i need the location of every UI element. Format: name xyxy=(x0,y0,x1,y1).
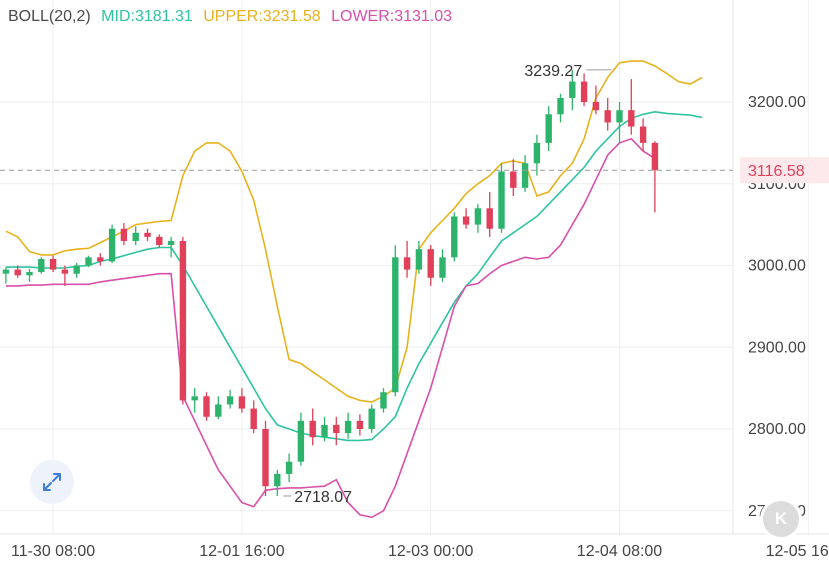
candle-body xyxy=(368,408,375,429)
k-logo-button[interactable]: K xyxy=(760,498,802,540)
y-tick-label: 2800.00 xyxy=(748,421,806,438)
candle-body xyxy=(333,424,340,434)
x-tick-label: 12-04 08:00 xyxy=(577,543,663,560)
candle-body xyxy=(569,81,576,98)
candle-body xyxy=(498,171,505,229)
candle-body xyxy=(356,420,364,429)
candle-body xyxy=(274,473,281,487)
candle-body xyxy=(533,142,541,164)
k-label: K xyxy=(774,509,788,528)
candle-body xyxy=(628,110,635,127)
candle-body xyxy=(191,396,198,401)
candle-body xyxy=(285,461,293,474)
x-tick-label: 11-30 08:00 xyxy=(11,543,95,560)
candle-body xyxy=(2,269,10,274)
candle-body xyxy=(403,257,411,270)
candle-body xyxy=(14,269,21,276)
candle-body xyxy=(203,396,210,417)
candle-body xyxy=(85,257,92,266)
candle-body xyxy=(639,126,647,143)
candle-body xyxy=(592,102,600,111)
candle-body xyxy=(167,240,175,246)
candle-body xyxy=(451,216,458,258)
legend-mid-value: MID:3181.31 xyxy=(101,8,193,25)
candle-body xyxy=(486,208,493,229)
legend-indicator-name: BOLL(20,2) xyxy=(8,8,91,25)
candle-body xyxy=(521,163,529,188)
candle-body xyxy=(26,272,33,276)
last-price-label: 3116.58 xyxy=(748,163,805,180)
candle-body xyxy=(73,265,80,274)
candle-body xyxy=(179,240,187,401)
candle-body xyxy=(108,228,116,262)
candle-body xyxy=(144,232,151,237)
candle-body xyxy=(38,258,45,273)
candle-body xyxy=(49,258,57,270)
candle-body xyxy=(510,171,517,188)
candle-body xyxy=(392,257,399,393)
bollinger-legend: BOLL(20,2) MID:3181.31 UPPER:3231.58 LOW… xyxy=(8,8,458,26)
high-marker-label: 3239.27 xyxy=(524,63,582,80)
candle-body xyxy=(344,420,352,434)
candle-body xyxy=(474,208,482,225)
candle-body xyxy=(427,249,434,278)
candle-body xyxy=(545,114,552,143)
candle-body xyxy=(97,257,104,262)
candle-body xyxy=(297,420,305,462)
candle-body xyxy=(462,216,470,225)
low-marker-label: 2718.07 xyxy=(294,489,352,506)
candle-body xyxy=(415,249,423,270)
candle-body xyxy=(651,142,659,171)
legend-lower-value: LOWER:3131.03 xyxy=(331,8,453,25)
candle-body xyxy=(580,81,588,102)
candle-body xyxy=(226,396,234,405)
boll-mid-line xyxy=(5,110,703,442)
candle-body xyxy=(132,232,139,241)
candle-body xyxy=(557,97,564,115)
y-tick-label: 3000.00 xyxy=(748,258,806,275)
candle-body xyxy=(321,424,328,438)
expand-chart-button[interactable] xyxy=(30,460,74,504)
candle-body xyxy=(215,404,222,417)
last-price-tag xyxy=(740,157,829,184)
candle-body xyxy=(61,269,69,274)
x-tick-label: 12-03 00:00 xyxy=(388,543,474,560)
candle-body xyxy=(309,420,316,438)
y-tick-label: 2900.00 xyxy=(748,339,806,356)
candle-body xyxy=(616,110,623,123)
candle-body xyxy=(604,110,611,123)
candle-body xyxy=(439,257,446,278)
legend-upper-value: UPPER:3231.58 xyxy=(203,8,321,25)
expand-arrows-icon xyxy=(43,473,61,491)
candle-body xyxy=(156,236,163,246)
candle-body xyxy=(380,392,387,409)
boll-lower-line xyxy=(5,137,656,519)
candle-body xyxy=(238,396,246,409)
x-tick-label: 12-05 16:00 xyxy=(766,543,829,560)
x-tick-label: 12-01 16:00 xyxy=(199,543,285,560)
y-tick-label: 3200.00 xyxy=(748,94,806,111)
candle-body xyxy=(250,408,257,429)
candle-body xyxy=(120,228,128,241)
candle-body xyxy=(262,429,269,487)
